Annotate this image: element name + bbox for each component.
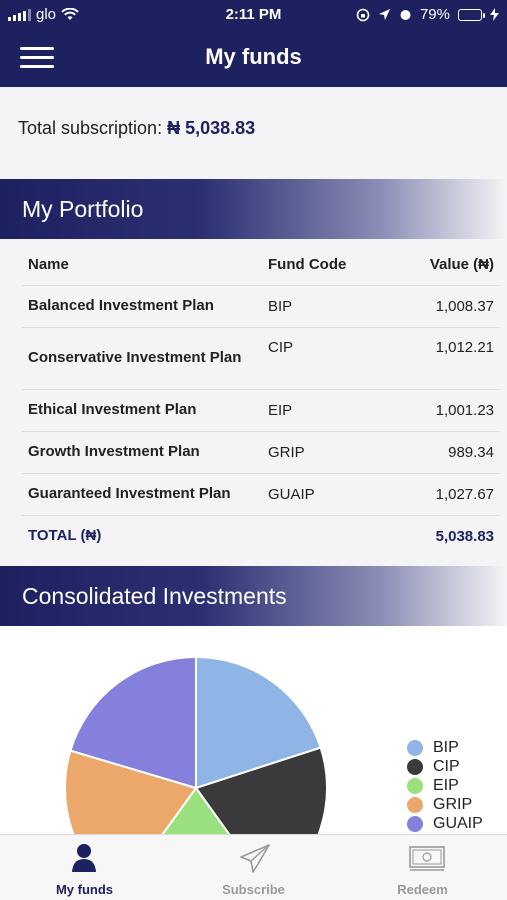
tab-subscribe[interactable]: Subscribe: [169, 835, 338, 900]
pie-slice-grip: [64, 749, 198, 834]
total-subscription: Total subscription: ₦ 5,038.83: [18, 118, 255, 139]
fund-code: GUAIP: [262, 472, 382, 515]
table-row: Balanced Investment Plan BIP 1,008.37: [22, 284, 500, 327]
fund-value: 1,027.67: [382, 472, 500, 515]
table-row: Growth Investment Plan GRIP 989.34: [22, 430, 500, 473]
fund-name: Guaranteed Investment Plan: [22, 472, 262, 515]
status-time: 2:11 PM: [225, 6, 282, 23]
status-bar: glo 2:11 PM 79%: [0, 0, 507, 30]
portfolio-table: Name Fund Code Value (₦) Balanced Invest…: [22, 245, 500, 557]
table-row: Conservative Investment Plan CIP 1,012.2…: [22, 326, 500, 389]
table-row: Ethical Investment Plan EIP 1,001.23: [22, 388, 500, 431]
legend-swatch: [407, 739, 423, 756]
column-header-name: Name: [28, 256, 69, 274]
tab-label: Redeem: [397, 882, 448, 897]
legend-label: CIP: [433, 757, 460, 775]
fund-code: BIP: [262, 284, 382, 327]
status-left: glo: [8, 6, 79, 23]
fund-name: Growth Investment Plan: [22, 430, 262, 473]
legend-swatch: [407, 777, 423, 794]
pie-slice-guaip: [69, 655, 197, 790]
fund-code: CIP: [262, 326, 382, 389]
fund-code: GRIP: [262, 430, 382, 473]
table-header-row: Name Fund Code Value (₦): [22, 245, 500, 285]
rotation-lock-icon: [356, 8, 370, 21]
paper-plane-icon: [240, 844, 270, 873]
table-row: Guaranteed Investment Plan GUAIP 1,027.6…: [22, 472, 500, 515]
legend-label: BIP: [433, 738, 459, 756]
legend-item: GRIP: [407, 795, 483, 814]
tab-my-funds[interactable]: My funds: [0, 835, 169, 900]
pie-slice-bip: [195, 655, 322, 790]
total-value: 5,038.83: [382, 514, 500, 557]
total-row: TOTAL (₦) 5,038.83: [22, 514, 500, 557]
signal-icon: [8, 8, 31, 21]
alarm-icon: [400, 10, 411, 20]
wifi-icon: [61, 8, 79, 20]
carrier-label: glo: [36, 6, 57, 23]
total-subscription-label: Total subscription:: [18, 118, 163, 138]
menu-icon[interactable]: [20, 47, 54, 69]
person-icon: [72, 844, 96, 872]
charging-icon: [490, 8, 499, 21]
tab-redeem[interactable]: Redeem: [338, 835, 507, 900]
fund-name: Ethical Investment Plan: [22, 388, 262, 431]
fund-code: EIP: [262, 388, 382, 431]
legend-label: GUAIP: [433, 814, 483, 832]
pie-slice-cip: [194, 746, 328, 834]
battery-icon: [458, 8, 485, 21]
legend-item: BIP: [407, 738, 483, 757]
legend-item: EIP: [407, 776, 483, 795]
legend-label: EIP: [433, 776, 459, 794]
page-title: My funds: [205, 44, 302, 69]
nav-header: My funds: [0, 30, 507, 87]
tab-label: Subscribe: [222, 882, 285, 897]
fund-value: 1,001.23: [382, 388, 500, 431]
legend-swatch: [407, 796, 423, 813]
total-label: TOTAL (₦): [22, 514, 262, 557]
fund-name: Balanced Investment Plan: [22, 284, 262, 327]
column-header-value: Value (₦): [429, 256, 494, 274]
location-icon: [378, 9, 390, 20]
legend-swatch: [407, 758, 423, 775]
pie-slice-eip: [161, 786, 231, 834]
legend-item: GUAIP: [407, 814, 483, 833]
legend-label: GRIP: [433, 795, 473, 813]
total-subscription-amount: ₦ 5,038.83: [167, 118, 256, 138]
tab-label: My funds: [55, 882, 114, 897]
fund-value: 989.34: [382, 430, 500, 473]
fund-value: 1,008.37: [382, 284, 500, 327]
fund-name: Conservative Investment Plan: [22, 326, 262, 389]
status-right: 79%: [356, 6, 499, 23]
consolidated-chart: BIP CIP EIP GRIP GUAIP: [0, 626, 507, 834]
battery-percent: 79%: [419, 6, 450, 23]
legend-swatch: [407, 815, 423, 832]
pie-chart: [64, 655, 328, 834]
tab-bar: My funds Subscribe Redeem: [0, 834, 507, 900]
portfolio-header: My Portfolio: [0, 179, 507, 239]
fund-value: 1,012.21: [382, 326, 500, 389]
legend-item: CIP: [407, 757, 483, 776]
chart-legend: BIP CIP EIP GRIP GUAIP: [407, 738, 483, 833]
column-header-fund-code: Fund Code: [268, 256, 347, 274]
banknote-icon: [409, 846, 445, 871]
consolidated-header: Consolidated Investments: [0, 566, 507, 626]
